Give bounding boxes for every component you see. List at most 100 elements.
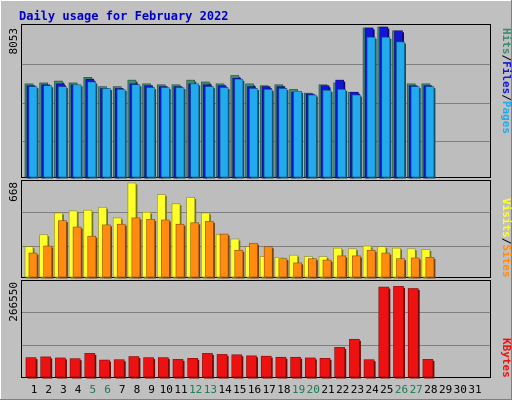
panel-sites-visits: 668 Visits/Sites [7,180,512,279]
pages-bar-face [28,86,38,178]
kbytes-bar-face [84,353,96,378]
x-tick-label: 17 [263,383,276,396]
sites-bar [58,220,68,279]
x-tick-label: 20 [307,383,320,396]
legend-files: Files [500,61,512,94]
pages-bar [72,84,83,179]
x-tick-label: 18 [277,383,290,396]
sites-bar [366,249,377,279]
kbytes-bar [158,357,170,379]
pages-bar [43,85,54,179]
x-tick-label: 10 [160,383,173,396]
x-axis-labels: 1 2 3 4 5 6 7 8 9 10 11 12 13 14 15 16 17 18 19 20 21 22 23 24 2… [31,383,482,396]
sites-bar-face [234,249,244,278]
legend-visits: Visits [500,198,512,238]
x-tick-label: 31 [468,383,481,396]
pages-bar-face [175,87,185,178]
pages-bar-face [352,94,361,178]
kbytes-bar [202,353,214,379]
x-tick-label: 16 [248,383,261,396]
pages-bar [396,41,406,179]
panel-bot-max-label: 266550 [7,282,20,322]
sites-bar [87,235,98,279]
sites-bar [175,223,186,279]
sites-bar-face [249,242,258,278]
sites-bar-face [102,224,111,278]
pages-bar [28,86,39,179]
x-tick-label: 6 [104,383,111,396]
panel-top-legend: Hits/Files/Pages [500,28,512,134]
sites-bar [219,233,230,279]
sites-bar [131,217,142,279]
kbytes-bar [187,358,200,379]
kbytes-bar-face [99,359,110,378]
x-tick-label: 5 [89,383,96,396]
legend-sites: Sites [500,244,512,277]
sites-bar [205,221,215,279]
sites-bar [43,245,54,279]
kbytes-bar [216,354,229,379]
sites-bar [410,257,421,279]
sites-bar [263,246,274,279]
kbytes-bar-face [40,356,52,378]
pages-bar [307,94,318,179]
sites-bar [337,255,348,279]
kbytes-bar [69,358,82,379]
legend-hits: Pages [500,101,512,134]
sites-bar [293,262,304,279]
chart-title: Daily usage for February 2022 [19,9,229,23]
sites-bar [425,256,436,279]
pages-bar-face [190,83,199,178]
kbytes-bar [260,355,273,379]
sites-bar [307,258,318,279]
sites-bar-face [175,223,185,278]
kbytes-bar-face [231,354,243,378]
sites-bar-face [190,222,199,278]
pages-bar-face [146,87,155,178]
sites-bar-face [28,252,38,278]
legend-kbytes: KBytes [500,338,512,378]
sites-bar [146,219,157,279]
sites-bar-face [161,219,170,278]
kbytes-bar [378,286,391,379]
kbytes-bar-face [55,357,66,378]
kbytes-bar-face [246,355,257,378]
pages-bar-face [425,86,435,178]
sites-bar-face [58,220,67,278]
kbytes-bar-face [216,354,228,378]
sites-bar-face [381,252,391,278]
sites-bar-face [146,219,155,278]
kbytes-bar [363,359,376,379]
kbytes-bar-face [113,359,125,378]
pages-bar-face [263,89,273,178]
sites-bar-face [293,262,302,278]
x-tick-label: 21 [321,383,334,396]
panel-mid-legend: Visits/Sites [500,198,512,278]
kbytes-bar-face [69,358,81,378]
sites-bar-face [322,259,332,278]
x-tick-label: 29 [439,383,452,396]
sites-bar [28,252,39,279]
pages-bar-face [337,89,347,178]
sites-bar-face [307,258,317,278]
x-tick-label: 27 [410,383,423,396]
pages-bar-face [307,94,317,178]
kbytes-bar [290,356,303,379]
sites-bar-face [205,221,214,278]
kbytes-bar-face [260,355,272,378]
sites-bar-face [87,235,97,278]
panel-pages-files-hits: 8053 Hits/Files/Pages [7,24,512,179]
legend-sep-1: / [500,55,512,62]
sites-bar [190,222,201,279]
sites-bar-face [352,255,361,278]
pages-bar-face [161,87,170,178]
x-tick-label: 28 [424,383,437,396]
pages-bar [116,89,127,179]
sites-bar [72,226,83,279]
kbytes-bar [304,357,317,379]
panel-top-max-label: 8053 [7,28,20,55]
x-tick-label: 11 [174,383,187,396]
kbytes-bar-face [202,353,213,378]
kbytes-bar-face [187,358,198,378]
